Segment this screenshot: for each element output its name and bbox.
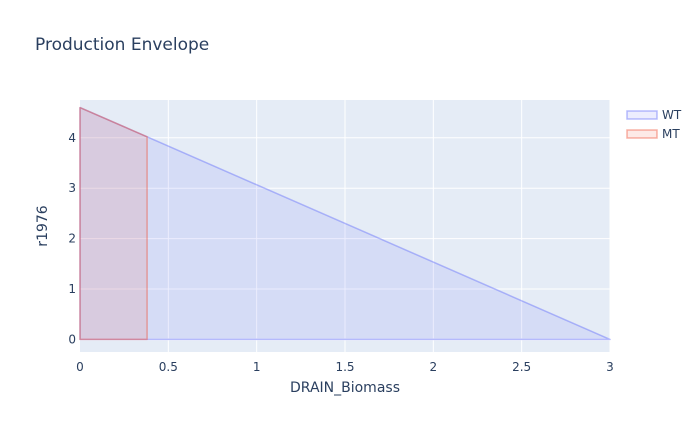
legend-swatch [626, 110, 658, 120]
x-tick-label: 0 [76, 360, 84, 374]
legend-swatch [626, 129, 658, 139]
x-tick-label: 1.5 [335, 360, 354, 374]
grid-lines [80, 100, 611, 352]
y-tick-label: 1 [68, 282, 76, 296]
legend-item-mt[interactable]: MT [626, 127, 680, 141]
y-axis-title: r1976 [35, 205, 51, 246]
series-area-wt[interactable] [79, 106, 611, 341]
y-axis-ticks: 0 1 2 3 4 [68, 131, 76, 347]
series-areas [79, 106, 611, 341]
x-axis-ticks: 0 0.5 1 1.5 2 2.5 3 [76, 360, 614, 374]
x-tick-label: 3 [606, 360, 614, 374]
y-tick-label: 3 [68, 181, 76, 195]
x-tick-label: 2 [430, 360, 438, 374]
legend-label: WT [662, 108, 682, 122]
y-tick-label: 4 [68, 131, 76, 145]
x-tick-label: 1 [253, 360, 261, 374]
legend-label: MT [662, 127, 680, 141]
x-axis-title: DRAIN_Biomass [290, 380, 400, 396]
x-tick-label: 2.5 [512, 360, 531, 374]
legend[interactable]: WT MT [626, 108, 682, 141]
series-area-mt[interactable] [79, 106, 148, 341]
legend-item-wt[interactable]: WT [626, 108, 682, 122]
x-tick-label: 0.5 [159, 360, 178, 374]
y-tick-label: 0 [68, 332, 76, 346]
y-tick-label: 2 [68, 232, 76, 246]
chart-title: Production Envelope [35, 35, 209, 55]
